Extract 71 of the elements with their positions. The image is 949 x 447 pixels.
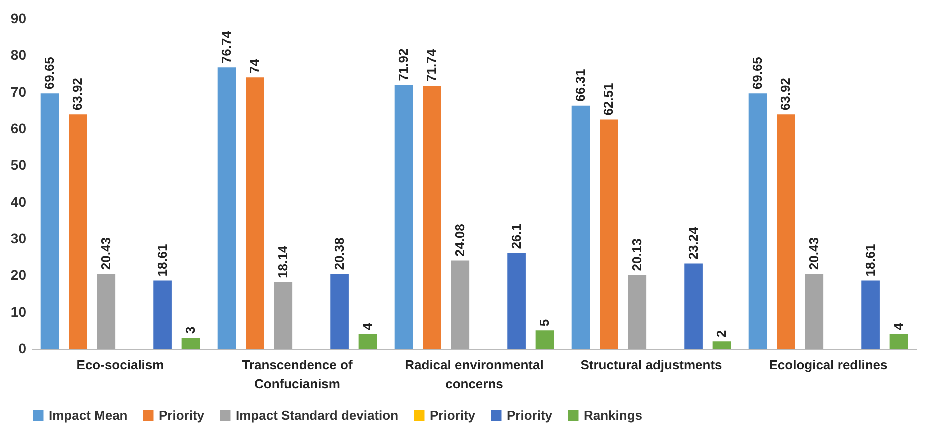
data-label: 18.61 bbox=[154, 244, 170, 277]
bar bbox=[777, 114, 796, 349]
bar bbox=[862, 280, 880, 349]
bar bbox=[182, 338, 200, 349]
bar bbox=[628, 275, 647, 349]
bar bbox=[890, 334, 908, 349]
data-label: 62.51 bbox=[601, 83, 616, 116]
legend-label: Priority bbox=[430, 408, 476, 423]
y-tick-label: 50 bbox=[10, 157, 27, 174]
data-label: 63.92 bbox=[778, 78, 794, 111]
data-label: 18.61 bbox=[862, 244, 878, 277]
data-label: 20.43 bbox=[806, 238, 822, 270]
data-label: 76.74 bbox=[219, 30, 234, 64]
legend-label: Priority bbox=[507, 408, 554, 423]
legend-label: Priority bbox=[159, 408, 206, 423]
bar bbox=[218, 68, 236, 349]
bar bbox=[536, 330, 554, 349]
bar bbox=[358, 334, 378, 349]
y-tick-label: 90 bbox=[10, 10, 27, 26]
x-tick-label: Eco-socialism bbox=[76, 358, 164, 372]
bar bbox=[274, 282, 293, 349]
y-tick-label: 80 bbox=[10, 47, 27, 64]
y-tick-label: 70 bbox=[10, 84, 27, 100]
bar bbox=[330, 274, 349, 349]
bar bbox=[748, 94, 768, 349]
y-tick-label: 20 bbox=[10, 267, 27, 284]
data-label: 23.24 bbox=[686, 226, 701, 260]
legend-label: Impact Standard deviation bbox=[236, 408, 399, 423]
bar bbox=[572, 106, 590, 349]
bar bbox=[712, 342, 732, 349]
data-label: 71.92 bbox=[396, 48, 412, 82]
bar bbox=[246, 78, 264, 349]
data-label: 66.31 bbox=[573, 69, 588, 102]
x-tick-label: Structural adjustments bbox=[580, 358, 722, 372]
bar bbox=[154, 280, 172, 349]
legend-label: Impact Mean bbox=[49, 408, 128, 423]
y-tick-label: 0 bbox=[18, 340, 27, 356]
data-label: 24.08 bbox=[452, 224, 468, 257]
bar bbox=[508, 253, 526, 349]
data-label: 18.14 bbox=[275, 245, 290, 278]
bar bbox=[805, 274, 824, 349]
bar bbox=[451, 260, 470, 349]
data-label: 71.74 bbox=[424, 48, 440, 82]
bar bbox=[40, 94, 60, 349]
data-label: 5 bbox=[536, 319, 552, 327]
data-label: 20.43 bbox=[98, 238, 114, 270]
x-tick-label: Transcendence of Confucianism bbox=[242, 358, 354, 392]
data-label: 3 bbox=[182, 326, 198, 334]
data-label: 69.65 bbox=[750, 57, 766, 90]
data-label: 63.92 bbox=[70, 78, 86, 111]
y-tick-label: 10 bbox=[10, 304, 27, 320]
bar bbox=[97, 274, 116, 349]
data-label: 2 bbox=[714, 330, 729, 338]
bar bbox=[600, 120, 618, 349]
data-label: 20.38 bbox=[332, 238, 347, 270]
data-label: 20.13 bbox=[629, 238, 644, 272]
y-tick-label: 60 bbox=[10, 120, 27, 136]
bar bbox=[69, 114, 88, 349]
bar bbox=[423, 86, 442, 349]
data-label: 69.65 bbox=[42, 57, 58, 90]
x-tick-label: Radical environmental concerns bbox=[405, 358, 544, 392]
legend-label: Rankings bbox=[584, 408, 643, 423]
data-label: 74 bbox=[247, 58, 262, 74]
y-tick-label: 40 bbox=[10, 194, 27, 210]
bar bbox=[394, 85, 414, 349]
y-tick-label: 30 bbox=[10, 230, 27, 246]
data-label: 4 bbox=[890, 322, 906, 330]
data-label: 4 bbox=[360, 322, 375, 330]
x-tick-label: Ecological redlines bbox=[769, 358, 888, 372]
data-label: 26.1 bbox=[508, 224, 524, 250]
bar bbox=[684, 264, 703, 349]
